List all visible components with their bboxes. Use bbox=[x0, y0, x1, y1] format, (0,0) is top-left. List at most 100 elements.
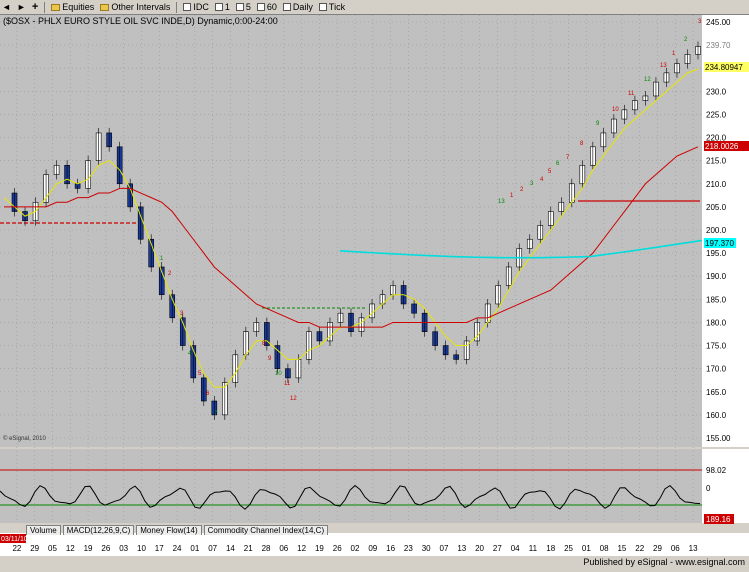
folder-icon bbox=[51, 3, 61, 11]
y-tick-label: 215.0 bbox=[706, 157, 727, 166]
tab-cci[interactable]: Commodity Channel Index(14,C) bbox=[203, 525, 329, 535]
equities-button[interactable]: Equities bbox=[51, 2, 94, 12]
chart-title: ($OSX - PHLX EURO STYLE OIL SVC INDE,D) … bbox=[3, 16, 278, 26]
forward-button[interactable]: ► bbox=[16, 2, 26, 12]
count-label: 4 bbox=[540, 177, 544, 183]
toolbar-separator bbox=[44, 1, 46, 13]
x-day-label: 30 bbox=[422, 544, 431, 553]
other-intervals-button[interactable]: Other Intervals bbox=[100, 2, 170, 12]
date-axis bbox=[0, 533, 749, 557]
count-label: 9 bbox=[596, 121, 600, 127]
ma-long-line bbox=[339, 239, 703, 259]
x-day-label: 10 bbox=[137, 544, 146, 553]
count-label: 9 bbox=[268, 356, 272, 362]
count-label: 5 bbox=[198, 371, 202, 377]
x-day-label: 02 bbox=[351, 544, 360, 553]
x-day-label: 18 bbox=[546, 544, 555, 553]
interval-1-button[interactable]: 1 bbox=[214, 2, 230, 12]
last-price-label: 239.70 bbox=[706, 41, 731, 50]
count-label: 6 bbox=[206, 391, 210, 397]
y-tick-label: 180.0 bbox=[706, 318, 727, 327]
add-symbol-button[interactable]: + bbox=[32, 1, 38, 13]
x-day-label: 23 bbox=[404, 544, 413, 553]
x-day-label: 12 bbox=[66, 544, 75, 553]
ma-slow-label: 218.0026 bbox=[705, 142, 739, 151]
x-day-label: 07 bbox=[208, 544, 217, 553]
indicator-pane bbox=[0, 449, 702, 523]
x-day-label: 26 bbox=[333, 544, 342, 553]
tab-macd[interactable]: MACD(12,26,9,C) bbox=[62, 525, 135, 535]
interval-60-button[interactable]: 60 bbox=[256, 2, 277, 12]
tick-button[interactable]: Tick bbox=[318, 2, 345, 12]
y-tick-label: 165.0 bbox=[706, 388, 727, 397]
y-tick-label: 210.0 bbox=[706, 180, 727, 189]
y-tick-label: 155.00 bbox=[706, 434, 731, 443]
back-button[interactable]: ◄ bbox=[2, 2, 11, 12]
x-day-label: 29 bbox=[653, 544, 662, 553]
count-label: 13 bbox=[498, 199, 505, 205]
checkbox-icon bbox=[183, 3, 192, 11]
count-label: 10 bbox=[612, 107, 619, 113]
interval-5-button[interactable]: 5 bbox=[235, 2, 251, 12]
y-tick-label: 245.00 bbox=[706, 18, 731, 27]
count-label: 2 bbox=[168, 271, 172, 277]
y-tick-label: 230.0 bbox=[706, 87, 727, 96]
indicator-axis bbox=[702, 449, 749, 523]
x-day-label: 21 bbox=[244, 544, 253, 553]
price-series bbox=[3, 41, 703, 420]
count-label: 1 bbox=[160, 256, 164, 262]
count-label: 11 bbox=[628, 91, 635, 97]
indicator-value-tag bbox=[704, 465, 729, 475]
count-label: 3 bbox=[180, 311, 184, 317]
x-day-label: 24 bbox=[173, 544, 182, 553]
ma-long-tag bbox=[704, 238, 736, 248]
indicator-tabs: Volume MACD(12,26,9,C) Money Flow(14) Co… bbox=[26, 525, 329, 535]
y-tick-label: 185.0 bbox=[706, 295, 727, 304]
x-day-label: 19 bbox=[84, 544, 93, 553]
x-day-label: 27 bbox=[493, 544, 502, 553]
x-day-label: 13 bbox=[457, 544, 466, 553]
chart-area[interactable]: ($OSX - PHLX EURO STYLE OIL SVC INDE,D) … bbox=[0, 15, 749, 570]
y-tick-label: 170.0 bbox=[706, 365, 727, 374]
count-label: 2 bbox=[520, 187, 524, 193]
count-label: 7 bbox=[214, 411, 218, 417]
x-day-label: 17 bbox=[155, 544, 164, 553]
x-day-label: 01 bbox=[582, 544, 591, 553]
x-day-label: 19 bbox=[315, 544, 324, 553]
indicator-bottom-tag bbox=[704, 514, 734, 524]
tab-money-flow[interactable]: Money Flow(14) bbox=[136, 525, 202, 535]
interval-1-label: 1 bbox=[224, 2, 230, 12]
tab-volume[interactable]: Volume bbox=[26, 525, 61, 535]
daily-label: Daily bbox=[292, 2, 313, 12]
other-intervals-label: Other Intervals bbox=[111, 2, 171, 12]
checkbox-icon bbox=[256, 3, 265, 11]
date-marker bbox=[0, 534, 26, 543]
x-day-label: 11 bbox=[529, 544, 538, 553]
ma-long-label: 197.370 bbox=[705, 239, 734, 248]
watermark: © eSignal, 2010 bbox=[3, 435, 46, 442]
count-label: 13 bbox=[660, 63, 667, 69]
checkbox-icon bbox=[318, 3, 327, 11]
checkbox-icon bbox=[214, 3, 223, 11]
x-day-label: 22 bbox=[12, 544, 21, 553]
count-label: 11 bbox=[284, 381, 291, 387]
idc-button[interactable]: IDC bbox=[183, 2, 209, 12]
x-day-label: 04 bbox=[511, 544, 520, 553]
x-day-label: 16 bbox=[386, 544, 395, 553]
count-label: 1 bbox=[672, 51, 676, 57]
x-day-label: 09 bbox=[368, 544, 377, 553]
y-tick-label: 160.0 bbox=[706, 411, 727, 420]
y-tick-label: 205.0 bbox=[706, 203, 727, 212]
toolbar-separator bbox=[176, 1, 178, 13]
daily-button[interactable]: Daily bbox=[282, 2, 313, 12]
x-day-label: 22 bbox=[635, 544, 644, 553]
price-chart[interactable]: ($OSX - PHLX EURO STYLE OIL SVC INDE,D) … bbox=[0, 15, 749, 570]
x-day-label: 01 bbox=[190, 544, 199, 553]
ma-fast-label: 234.80947 bbox=[705, 63, 743, 72]
x-day-label: 28 bbox=[262, 544, 271, 553]
publisher-label: Published by eSignal - www.esignal.com bbox=[583, 557, 745, 567]
x-day-label: 07 bbox=[440, 544, 449, 553]
x-day-label: 06 bbox=[279, 544, 288, 553]
y-tick-label: 220.0 bbox=[706, 134, 727, 143]
